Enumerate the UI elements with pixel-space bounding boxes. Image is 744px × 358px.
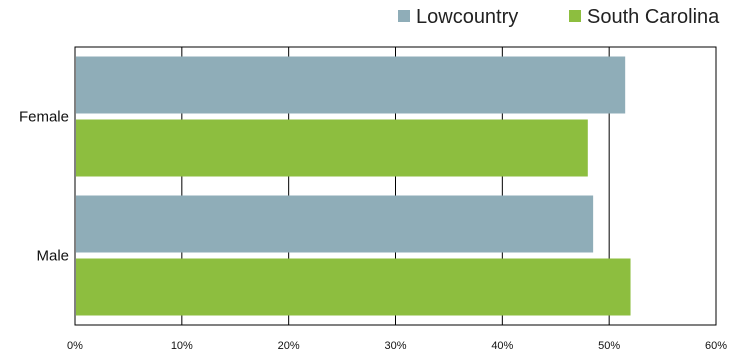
x-tick-label: 30% xyxy=(384,340,406,352)
legend-swatch xyxy=(569,10,581,22)
legend-label: Lowcountry xyxy=(416,6,518,28)
bar-south-carolina-male xyxy=(76,258,631,316)
plot-area: 0% 10% 20% 30% 40% 50% 60% Female Male xyxy=(19,46,727,352)
x-tick-label: 40% xyxy=(491,340,513,352)
plot-border xyxy=(74,46,717,326)
legend: Lowcountry South Carolina xyxy=(398,6,720,28)
bar-lowcountry-female xyxy=(76,56,626,114)
x-tick-label: 50% xyxy=(598,340,620,352)
x-tick-label: 20% xyxy=(278,340,300,352)
x-tick-label: 60% xyxy=(705,340,727,352)
x-tick-label: 0% xyxy=(67,340,83,352)
legend-label: South Carolina xyxy=(587,6,720,28)
bar-lowcountry-male xyxy=(76,195,594,253)
category-label: Female xyxy=(19,109,69,126)
legend-swatch xyxy=(398,10,410,22)
bar-south-carolina-female xyxy=(76,119,588,177)
category-label: Male xyxy=(36,248,69,265)
x-tick-label: 10% xyxy=(171,340,193,352)
